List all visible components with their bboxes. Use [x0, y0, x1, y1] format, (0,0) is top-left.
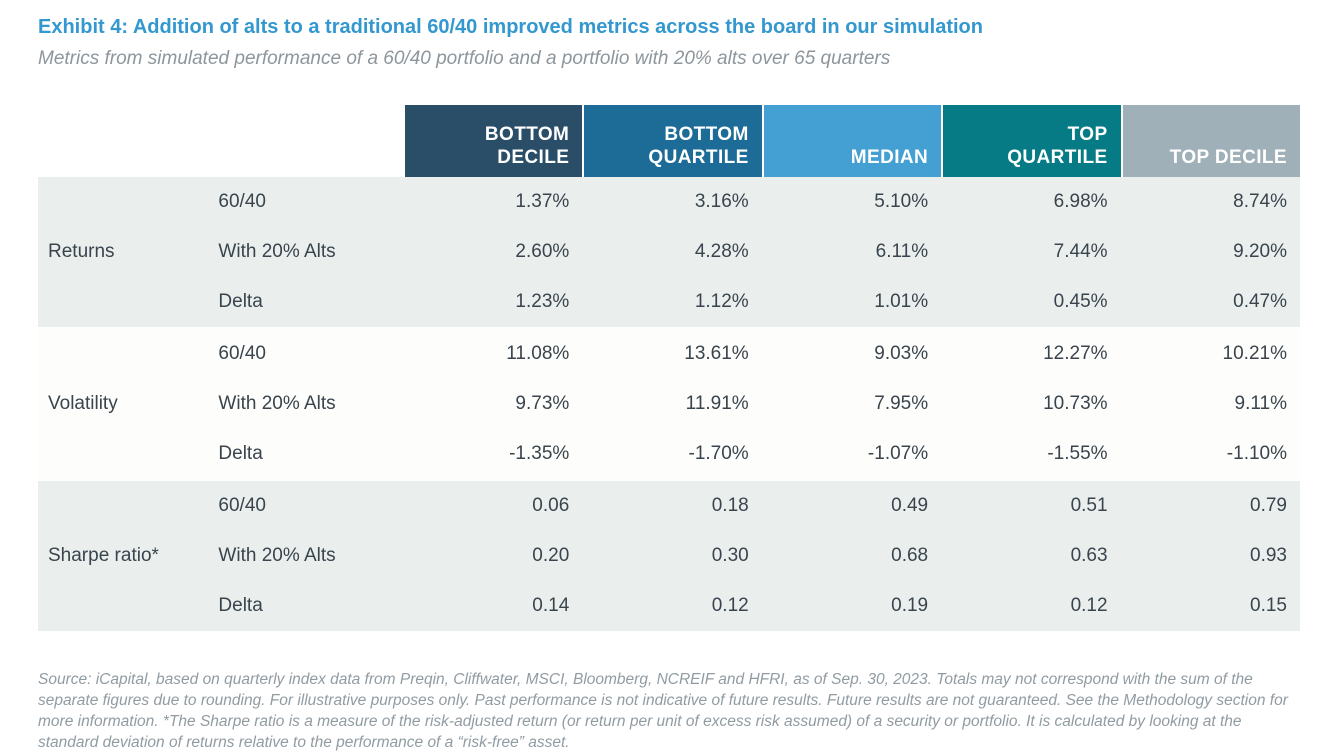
- column-header-bottom-quartile: BOTTOM QUARTILE: [582, 105, 762, 177]
- table-row: Delta 0.14 0.12 0.19 0.12 0.15: [38, 581, 1300, 631]
- table-cell: 0.79: [1120, 479, 1300, 531]
- table-cell: 13.61%: [582, 327, 762, 379]
- table-row: Returns 60/40 1.37% 3.16% 5.10% 6.98% 8.…: [38, 177, 1300, 327]
- metrics-table: BOTTOM DECILE BOTTOM QUARTILE MEDIAN TOP…: [38, 105, 1300, 631]
- table-cell: 9.11%: [1120, 379, 1300, 429]
- table-row: Delta 1.23% 1.12% 1.01% 0.45% 0.47%: [38, 277, 1300, 327]
- table-cell: 10.73%: [941, 379, 1121, 429]
- table-cell: 0.45%: [941, 277, 1121, 327]
- table-cell: 0.51: [941, 479, 1121, 531]
- table-row: Volatility 60/40 11.08% 13.61% 9.03% 12.…: [38, 327, 1300, 479]
- table-cell: 9.20%: [1120, 227, 1300, 277]
- table-cell: 0.15: [1120, 581, 1300, 631]
- header-row: BOTTOM DECILE BOTTOM QUARTILE MEDIAN TOP…: [38, 105, 1300, 177]
- row-label: With 20% Alts: [218, 227, 403, 277]
- table-cell: 0.68: [761, 531, 942, 581]
- table-cell: 7.44%: [941, 227, 1121, 277]
- table-cell: 12.27%: [941, 327, 1121, 379]
- table-cell: 0.06: [402, 479, 583, 531]
- table-cell: 0.12: [941, 581, 1121, 631]
- table-row: With 20% Alts 0.20 0.30 0.68 0.63 0.93: [38, 531, 1300, 581]
- table-cell: 8.74%: [1120, 177, 1300, 227]
- table-cell: 5.10%: [761, 177, 942, 227]
- table-cell: -1.10%: [1120, 429, 1300, 479]
- table-row: With 20% Alts 9.73% 11.91% 7.95% 10.73% …: [38, 379, 1300, 429]
- table-cell: 3.16%: [582, 177, 762, 227]
- table-row: Delta -1.35% -1.70% -1.07% -1.55% -1.10%: [38, 429, 1300, 479]
- row-label: 60/40: [218, 479, 403, 531]
- table-cell: 1.23%: [402, 277, 583, 327]
- table-cell: 6.11%: [761, 227, 942, 277]
- table-cell: 0.93: [1120, 531, 1300, 581]
- column-header-top-quartile: TOP QUARTILE: [941, 105, 1121, 177]
- header-spacer: [38, 105, 218, 177]
- table-cell: -1.35%: [402, 429, 583, 479]
- row-label: 60/40: [218, 177, 403, 227]
- table-cell: 9.03%: [761, 327, 942, 379]
- table-cell: 0.18: [582, 479, 762, 531]
- section-label-sharpe-ratio: Sharpe ratio*: [38, 479, 219, 631]
- row-label: Delta: [218, 277, 403, 327]
- row-label: With 20% Alts: [218, 379, 403, 429]
- row-label: With 20% Alts: [218, 531, 403, 581]
- table-cell: 11.08%: [402, 327, 583, 379]
- table-cell: -1.70%: [582, 429, 762, 479]
- table-cell: 0.12: [582, 581, 762, 631]
- source-footnote: Source: iCapital, based on quarterly ind…: [38, 671, 1288, 751]
- table-row: With 20% Alts 2.60% 4.28% 6.11% 7.44% 9.…: [38, 227, 1300, 277]
- table-cell: -1.55%: [941, 429, 1121, 479]
- table-cell: 9.73%: [402, 379, 583, 429]
- table-cell: 0.30: [582, 531, 762, 581]
- section-label-volatility: Volatility: [38, 327, 219, 479]
- table-row: Sharpe ratio* 60/40 0.06 0.18 0.49 0.51 …: [38, 479, 1300, 631]
- table-cell: 11.91%: [582, 379, 762, 429]
- table-cell: 7.95%: [761, 379, 942, 429]
- table-cell: 0.19: [761, 581, 942, 631]
- row-label: Delta: [218, 429, 403, 479]
- table-cell: 0.49: [761, 479, 942, 531]
- exhibit-subtitle: Metrics from simulated performance of a …: [38, 48, 891, 69]
- table-cell: 0.63: [941, 531, 1121, 581]
- header-spacer: [218, 105, 402, 177]
- table-cell: 0.20: [402, 531, 583, 581]
- table-cell: 6.98%: [941, 177, 1121, 227]
- column-header-top-decile: TOP DECILE: [1120, 105, 1300, 177]
- row-label: 60/40: [218, 327, 403, 379]
- table-cell: 1.12%: [582, 277, 762, 327]
- row-label: Delta: [218, 581, 403, 631]
- section-label-returns: Returns: [38, 177, 219, 327]
- table-cell: 4.28%: [582, 227, 762, 277]
- table-cell: 1.01%: [761, 277, 942, 327]
- column-header-bottom-decile: BOTTOM DECILE: [402, 105, 583, 177]
- table-cell: 0.14: [402, 581, 583, 631]
- table-cell: 2.60%: [402, 227, 583, 277]
- column-header-median: MEDIAN: [761, 105, 942, 177]
- table-cell: 1.37%: [402, 177, 583, 227]
- table-cell: 0.47%: [1120, 277, 1300, 327]
- table-cell: 10.21%: [1120, 327, 1300, 379]
- table-cell: -1.07%: [761, 429, 942, 479]
- exhibit-title: Exhibit 4: Addition of alts to a traditi…: [38, 16, 983, 38]
